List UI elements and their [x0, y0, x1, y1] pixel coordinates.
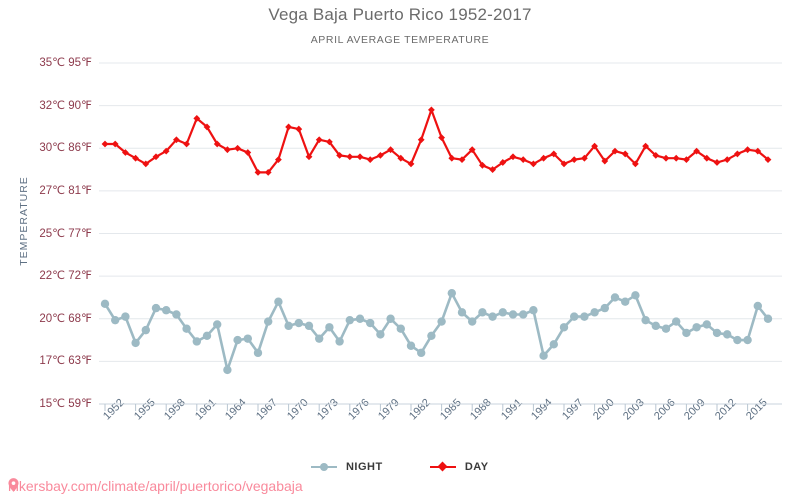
y-axis-tick-8: 15℃ 59℉: [39, 398, 92, 410]
y-axis-tick-4: 25℃ 77℉: [39, 227, 92, 240]
legend-label-day: DAY: [464, 461, 489, 474]
chart-legend: NIGHT DAY: [0, 461, 800, 473]
y-axis-tick-0: 35℃ 95℉: [39, 57, 92, 69]
y-axis-tick-3: 27℃ 81℉: [39, 184, 92, 197]
night-marker-icon: [311, 462, 338, 472]
y-axis-tick-5: 22℃ 72℉: [39, 270, 92, 283]
source-url: hikersbay.com/climate/april/puertorico/v…: [8, 478, 303, 494]
day-marker-icon: [430, 461, 457, 472]
chart-subtitle: APRIL AVERAGE TEMPERATURE: [310, 34, 490, 46]
y-axis-tick-labels: 35℃ 95℉ 32℃ 90℉ 30℃ 86℉ 27℃ 81℉ 25℃ 77℉ 22℃ 7…: [14, 0, 92, 500]
legend-item-day[interactable]: DAY: [430, 461, 488, 473]
y-axis-tick-2: 30℃ 86℉: [39, 142, 92, 155]
legend-item-night[interactable]: NIGHT: [311, 461, 382, 473]
legend-label-night: NIGHT: [345, 461, 383, 474]
map-pin-icon: [8, 478, 19, 492]
y-axis-tick-1: 32℃ 90℉: [39, 99, 92, 112]
page-title: Vega Baja Puerto Rico 1952-2017: [268, 5, 532, 24]
y-axis-tick-7: 17℃ 63℉: [39, 355, 92, 368]
y-axis-tick-6: 20℃ 68℉: [39, 312, 92, 325]
source-watermark[interactable]: hikersbay.com/climate/april/puertorico/v…: [8, 478, 303, 494]
